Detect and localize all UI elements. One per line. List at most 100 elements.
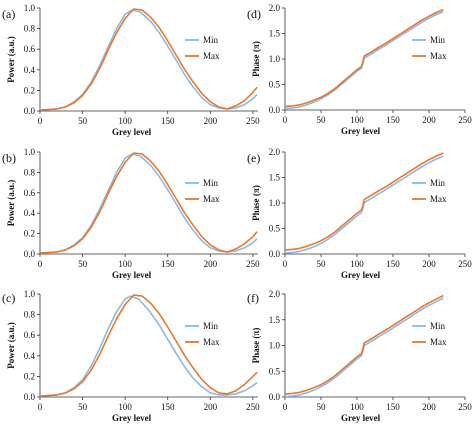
y-tick-label: 0.2 <box>24 229 35 239</box>
x-tick-label: 50 <box>317 115 327 125</box>
x-tick-label: 200 <box>204 402 218 412</box>
x-tick-label: 50 <box>78 259 88 269</box>
x-tick-label: 50 <box>78 402 88 412</box>
series-line-max <box>39 8 258 111</box>
panel-label: (c) <box>2 291 15 305</box>
y-tick-label: 0.2 <box>24 371 35 381</box>
x-tick-label: 150 <box>386 115 400 125</box>
x-tick-label: 250 <box>458 402 472 412</box>
y-tick-label: 0.2 <box>24 85 35 95</box>
series-line-min <box>39 153 258 254</box>
legend-label-min: Min <box>430 321 446 331</box>
y-tick-label: 0.4 <box>24 65 36 75</box>
y-tick-label: 0.4 <box>24 208 36 218</box>
y-tick-label: 0.8 <box>24 310 36 320</box>
x-tick-label: 100 <box>350 402 364 412</box>
panel-label: (d) <box>247 7 261 21</box>
y-tick-label: 0.8 <box>24 24 36 34</box>
x-tick-label: 250 <box>246 259 260 269</box>
y-tick-label: 0.0 <box>24 392 36 402</box>
y-tick-label: 0.6 <box>24 188 36 198</box>
x-tick-label: 0 <box>283 402 288 412</box>
x-tick-label: 0 <box>283 115 288 125</box>
x-tick-label: 0 <box>283 259 288 269</box>
y-axis-title: Phase (π) <box>251 328 261 364</box>
y-tick-label: 1.0 <box>24 289 36 299</box>
x-axis-title: Grey level <box>341 413 381 423</box>
legend-label-min: Min <box>203 178 219 188</box>
series-line-min <box>39 295 258 397</box>
x-tick-label: 100 <box>118 116 132 126</box>
series-line-max <box>39 152 258 254</box>
y-tick-label: 2.0 <box>269 147 281 157</box>
legend-label-max: Max <box>203 51 220 61</box>
legend-label-min: Min <box>430 35 446 45</box>
x-tick-label: 100 <box>350 115 364 125</box>
y-tick-label: 0.6 <box>24 330 36 340</box>
panel-label: (f) <box>247 291 259 305</box>
panel-a: (a) 0 50 100 150 200 250 0.0 0.2 0.4 0.6 0.8 1.0 Grey… <box>2 3 260 137</box>
y-axis-title: Phase (π) <box>251 41 261 77</box>
x-tick-label: 250 <box>246 116 260 126</box>
panel-b: (b) 0 50 100 150 200 250 0.0 0.2 0.4 0.6 0.8 1.0 Grey… <box>2 147 260 280</box>
panel-c: (c) 0 50 100 150 200 250 0.0 0.2 0.4 0.6 0.8 1.0 Grey… <box>2 289 260 423</box>
panel-d: (d) 0 50 100 150 200 250 0.0 0.5 1.0 1.5 2.0 Grey le… <box>247 3 472 136</box>
series-line-max <box>284 152 444 251</box>
x-tick-label: 200 <box>204 116 218 126</box>
y-tick-label: 1.5 <box>269 29 281 39</box>
x-tick-label: 0 <box>38 116 43 126</box>
x-tick-label: 200 <box>422 402 436 412</box>
y-tick-label: 1.5 <box>269 173 281 183</box>
x-axis-title: Grey level <box>341 270 381 280</box>
y-tick-label: 2.0 <box>269 289 281 299</box>
panel-label: (a) <box>2 7 15 21</box>
x-axis-title: Grey level <box>112 270 152 280</box>
y-tick-label: 0.0 <box>269 249 281 259</box>
series-line-min <box>284 155 444 254</box>
legend-label-min: Min <box>430 178 446 188</box>
x-tick-label: 200 <box>422 115 436 125</box>
y-axis-title: Power (a.u.) <box>6 36 16 83</box>
x-tick-label: 50 <box>317 402 327 412</box>
series-line-max <box>39 294 258 397</box>
x-tick-label: 150 <box>386 259 400 269</box>
x-tick-label: 50 <box>78 116 88 126</box>
x-tick-label: 100 <box>118 402 132 412</box>
y-tick-label: 0.0 <box>269 392 281 402</box>
x-tick-label: 100 <box>118 259 132 269</box>
x-tick-label: 150 <box>161 402 175 412</box>
x-tick-label: 150 <box>161 116 175 126</box>
y-tick-label: 1.0 <box>24 147 36 157</box>
legend-label-max: Max <box>430 337 447 347</box>
y-tick-label: 0.5 <box>269 80 281 90</box>
x-tick-label: 100 <box>350 259 364 269</box>
series-line-min <box>39 9 258 111</box>
y-tick-label: 0.4 <box>24 351 36 361</box>
x-tick-label: 250 <box>458 115 472 125</box>
panel-label: (e) <box>247 151 260 165</box>
y-tick-label: 0.5 <box>269 224 281 234</box>
y-tick-label: 0.8 <box>24 167 36 177</box>
series-line-min <box>284 10 444 110</box>
x-tick-label: 0 <box>38 402 43 412</box>
y-tick-label: 1.5 <box>269 315 281 325</box>
y-tick-label: 1.0 <box>24 3 36 13</box>
y-tick-label: 1.0 <box>269 198 281 208</box>
series-line-max <box>284 294 444 395</box>
y-tick-label: 0.0 <box>24 249 36 259</box>
x-tick-label: 50 <box>317 259 327 269</box>
legend-label-max: Max <box>203 194 220 204</box>
y-tick-label: 0.0 <box>269 105 281 115</box>
panel-f: (f) 0 50 100 150 200 250 0.0 0.5 1.0 1.5 2.0 Grey le… <box>247 289 472 423</box>
y-tick-label: 0.0 <box>24 106 36 116</box>
y-tick-label: 0.5 <box>269 366 281 376</box>
x-axis-title: Grey level <box>112 127 152 137</box>
x-tick-label: 250 <box>246 402 260 412</box>
legend-label-max: Max <box>430 51 447 61</box>
x-tick-label: 200 <box>204 259 218 269</box>
x-tick-label: 200 <box>422 259 436 269</box>
y-axis-title: Power (a.u.) <box>6 180 16 227</box>
legend-label-max: Max <box>430 194 447 204</box>
x-tick-label: 150 <box>161 259 175 269</box>
